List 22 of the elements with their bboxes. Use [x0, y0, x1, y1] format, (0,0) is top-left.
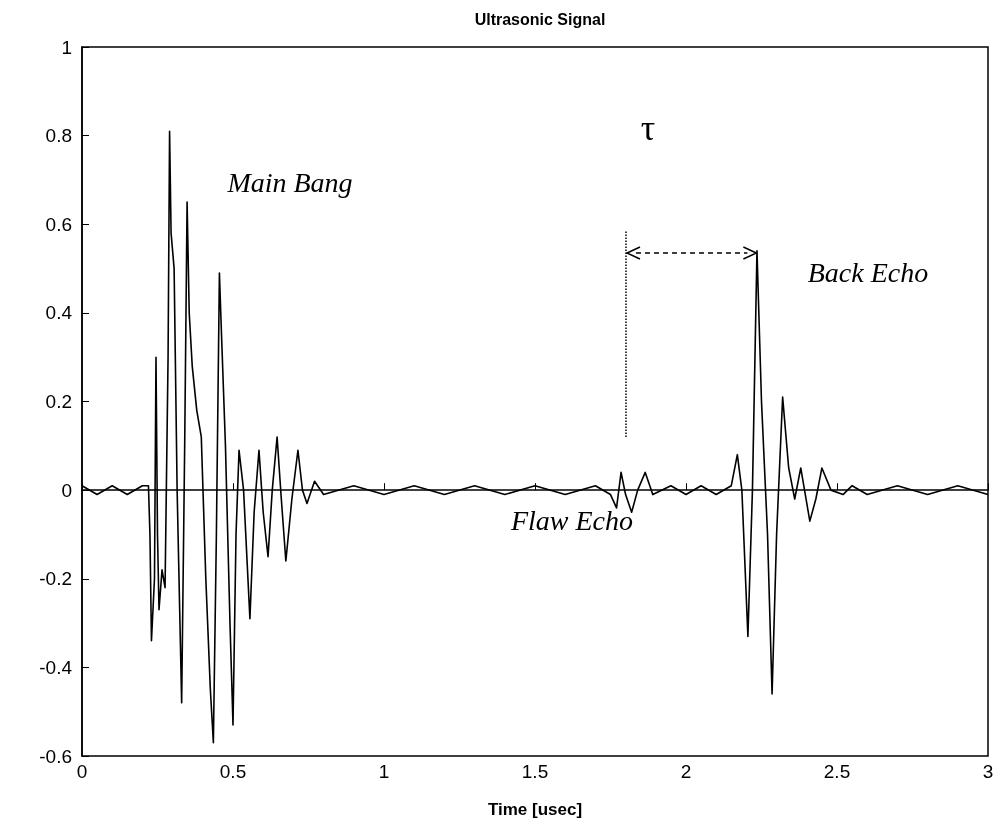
y-tick-label: 0.4 — [45, 302, 73, 324]
y-tick-label: -0.2 — [39, 568, 72, 590]
x-tick-label: 2 — [680, 761, 692, 782]
x-tick-label: 2.5 — [823, 761, 851, 782]
x-tick-label: 3 — [982, 761, 994, 782]
y-tick-label: 0.8 — [45, 125, 72, 147]
x-axis-title: Time [usec] — [487, 800, 583, 819]
annotation: τ — [640, 108, 656, 148]
y-tick-label: 0.2 — [45, 391, 72, 412]
annotation: Flaw Echo — [509, 504, 634, 536]
x-tick-label: 1.5 — [521, 761, 549, 782]
y-tick-label: -0.6 — [39, 745, 72, 767]
x-tick-label: 0 — [76, 761, 88, 782]
y-tick-label: -0.4 — [39, 656, 73, 678]
x-tick-label: 0.5 — [219, 761, 247, 782]
chart-title: Ultrasonic Signal — [474, 10, 606, 28]
annotation: Back Echo — [807, 256, 929, 288]
y-tick-label: 1 — [61, 36, 72, 58]
y-tick-label: 0.6 — [45, 213, 72, 235]
x-tick-label: 1 — [378, 761, 390, 782]
y-tick-label: 0 — [61, 479, 72, 501]
annotation: Main Bang — [226, 166, 353, 198]
